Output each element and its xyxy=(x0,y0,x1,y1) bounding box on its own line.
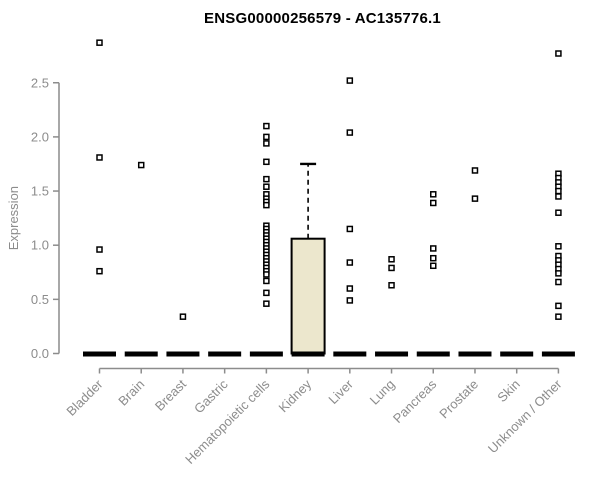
outlier-point xyxy=(430,262,437,270)
box-zero-bar xyxy=(208,351,242,357)
outlier-point xyxy=(471,167,479,174)
x-category-label: Unknown / Other xyxy=(485,376,565,456)
x-category-label: Breast xyxy=(152,376,189,413)
box-zero-bar xyxy=(166,351,200,357)
x-category-label: Lung xyxy=(367,377,398,408)
x-category-label: Liver xyxy=(325,376,356,407)
x-category-label: Pancreas xyxy=(390,376,440,426)
outlier-point xyxy=(388,264,395,272)
box-zero-bar xyxy=(333,351,367,357)
x-category-label: Skin xyxy=(494,377,522,405)
box-zero-bar xyxy=(249,351,283,357)
y-tick-label: 2.5 xyxy=(31,75,49,90)
y-tick-label: 0.5 xyxy=(31,292,49,307)
box-zero-bar xyxy=(291,351,325,357)
outlier-point xyxy=(346,77,354,84)
outlier-point xyxy=(346,129,354,136)
box-zero-bar xyxy=(541,351,575,357)
box-zero-bar xyxy=(124,351,158,357)
y-tick-label: 0.0 xyxy=(31,346,49,361)
outlier-point xyxy=(263,289,270,297)
outlier-point xyxy=(263,300,270,307)
outlier-point xyxy=(263,175,270,183)
outlier-point xyxy=(263,140,270,147)
x-category-label: Prostate xyxy=(436,377,481,422)
x-category-label: Kidney xyxy=(276,376,315,415)
outlier-point xyxy=(96,267,103,275)
box-body xyxy=(290,237,326,355)
outlier-point xyxy=(96,154,103,161)
outlier-point xyxy=(346,225,354,233)
x-category-label: Bladder xyxy=(63,376,106,419)
outlier-point xyxy=(555,209,562,216)
outlier-point xyxy=(555,278,562,286)
outlier-point xyxy=(430,191,437,198)
x-category-label: Brain xyxy=(115,377,147,409)
outlier-point xyxy=(263,133,270,141)
outlier-point xyxy=(555,302,562,310)
box-zero-bar xyxy=(83,351,116,357)
outlier-point xyxy=(555,313,562,320)
outlier-point xyxy=(263,122,270,130)
outlier-point xyxy=(346,259,354,266)
outlier-point xyxy=(263,277,270,285)
box-zero-bar xyxy=(458,351,492,357)
outlier-point xyxy=(346,285,354,292)
outlier-point xyxy=(471,195,479,202)
outlier-point xyxy=(263,158,270,166)
y-tick-label: 1.0 xyxy=(31,238,49,253)
outlier-point xyxy=(555,193,562,200)
outlier-point xyxy=(555,50,562,57)
outlier-point xyxy=(388,282,395,289)
y-axis-title: Expression xyxy=(6,186,21,250)
outlier-point xyxy=(96,39,103,46)
outlier-point xyxy=(263,183,270,190)
outlier-point xyxy=(388,256,395,263)
box-zero-bar xyxy=(500,351,534,357)
outlier-point xyxy=(96,246,103,253)
box-zero-bar xyxy=(416,351,450,357)
outlier-point xyxy=(179,313,187,320)
outlier-point xyxy=(430,254,437,262)
outlier-point xyxy=(555,187,562,195)
outlier-point xyxy=(555,270,562,277)
y-tick-label: 2.0 xyxy=(31,129,49,144)
y-tick-label: 1.5 xyxy=(31,184,49,199)
outlier-point xyxy=(263,271,270,278)
outlier-point xyxy=(346,297,354,304)
x-category-label: Gastric xyxy=(191,376,231,416)
outlier-point xyxy=(555,243,562,250)
outlier-point xyxy=(430,245,437,252)
outlier-point xyxy=(430,199,437,207)
box-zero-bar xyxy=(375,351,409,357)
outlier-point xyxy=(137,161,145,169)
outlier-point xyxy=(263,201,270,209)
chart-title: ENSG00000256579 - AC135776.1 xyxy=(204,10,441,27)
